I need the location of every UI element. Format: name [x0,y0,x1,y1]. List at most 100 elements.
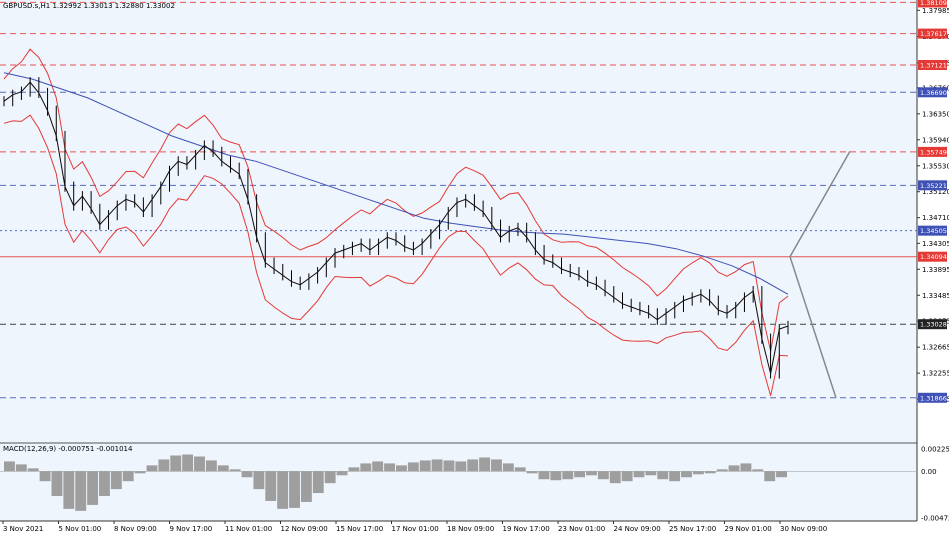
macd-bar [170,455,182,472]
macd-bar [502,463,514,472]
price-tick-label: 1.32255 [922,370,949,378]
macd-bar [645,471,657,476]
macd-bar [194,456,205,472]
macd-bar [4,461,15,472]
macd-bar [704,471,716,474]
price-tick-label: 1.33485 [922,292,949,300]
price-tick-label: 1.37985 [922,7,949,15]
price-tick-label: 1.34305 [922,240,949,248]
macd-bar [277,471,289,509]
price-line [3,81,789,374]
time-tick-label: 9 Nov 17:00 [170,525,213,533]
macd-bar [609,471,621,484]
macd-bar [87,471,99,505]
time-tick-label: 11 Nov 01:00 [225,525,272,533]
macd-bar [538,471,550,480]
price-tick-label: 1.35940 [922,136,949,144]
time-tick-label: 29 Nov 01:00 [725,525,772,533]
time-tick-label: 8 Nov 09:00 [114,525,157,533]
macd-bar [99,471,110,497]
macd-bar [51,471,63,497]
macd-bar [348,467,360,472]
macd-bar [491,459,502,472]
macd-bar [182,454,194,472]
time-tick-label: 19 Nov 17:00 [503,525,550,533]
macd-bar [526,471,538,474]
macd-bar [27,468,39,472]
macd-bar [122,471,134,482]
price-tick-label: 1.35530 [922,162,949,170]
macd-bar [384,463,395,472]
level-tag [918,180,947,191]
price-tick-label: 1.33895 [922,266,949,274]
price-tick-label: 1.34710 [922,214,949,222]
time-tick-label: 18 Nov 09:00 [447,525,494,533]
level-tag-label: 1.35221 [920,182,947,190]
macd-bar [300,471,312,502]
macd-bar [467,459,479,472]
macd-bar [146,465,158,472]
price-tick-label: 1.32665 [922,344,949,352]
level-tag [918,0,947,8]
macd-bar [360,463,372,472]
macd-tick-label: 0.002258 [921,446,949,454]
level-tag-label: 1.35749 [920,148,947,156]
bollinger-lower [3,114,789,396]
level-tag [918,319,947,330]
macd-background [0,443,917,521]
macd-bar [372,461,384,472]
macd-bar [75,471,87,511]
time-tick-label: 30 Nov 09:00 [780,525,827,533]
macd-bar [550,471,562,481]
macd-bar [63,471,75,509]
level-tag-label: 1.37617 [920,30,947,38]
macd-bar [407,462,419,472]
level-tag-label: 1.34094 [920,253,947,261]
macd-bar [586,471,597,476]
moving-average [3,72,789,295]
level-tag [918,28,947,39]
time-tick-label: 17 Nov 01:00 [392,525,439,533]
level-tag-label: 1.34505 [920,227,947,235]
level-tag [918,87,947,98]
macd-bar [669,471,681,482]
macd-bar [443,460,455,472]
macd-bar [431,459,443,472]
macd-bar [752,469,764,472]
level-tag-label: 1.38109 [920,0,947,7]
level-tag [918,146,947,157]
macd-bar [419,460,431,472]
macd-bar [455,461,467,472]
macd-bar [716,469,728,472]
macd-bar [396,465,407,472]
price-tick-label: 1.36350 [922,110,949,118]
level-tag [918,59,947,70]
macd-bar [621,471,633,482]
macd-bar [681,471,692,478]
time-tick-label: 25 Nov 17:00 [669,525,716,533]
macd-bar [479,457,491,472]
macd-bar [597,471,609,480]
macd-tick-label: -0.004723 [921,515,949,523]
macd-bar [728,465,740,472]
time-tick-label: 5 Nov 01:00 [59,525,102,533]
macd-bar [205,460,217,472]
projection-up-arrow [789,150,851,258]
macd-bar [110,471,122,490]
level-tag [918,392,947,403]
macd-bar [229,469,241,472]
macd-label: MACD(12,26,9) -0.000751 -0.001014 [3,445,133,453]
level-tag [918,251,947,262]
macd-bar [692,471,704,475]
time-tick-label: 12 Nov 09:00 [281,525,328,533]
macd-bar [514,467,526,472]
bollinger-upper [3,48,789,352]
time-tick-label: 3 Nov 2021 [3,525,43,533]
macd-tick-label: 0.00 [921,468,937,476]
macd-bar [39,471,51,482]
plot-background [0,0,917,443]
time-tick-label: 24 Nov 09:00 [614,525,661,533]
level-tag-label: 1.33028 [920,321,947,329]
level-tag-label: 1.37121 [920,61,947,69]
